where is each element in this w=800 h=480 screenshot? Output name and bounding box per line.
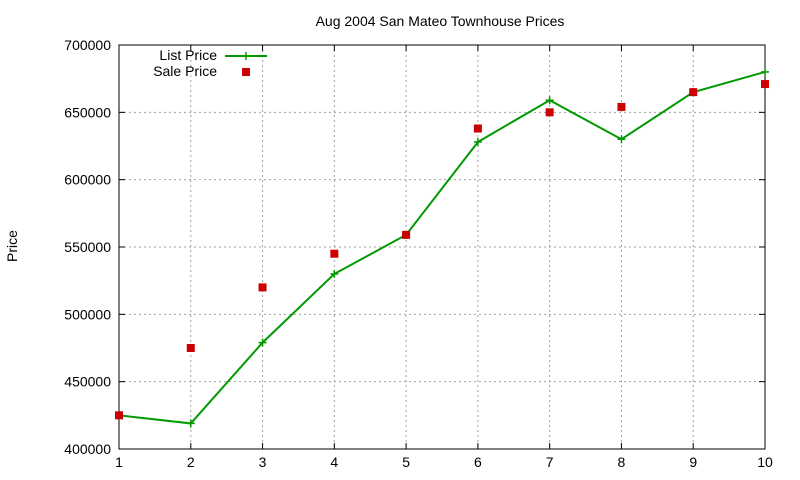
series-layer: [115, 67, 769, 428]
y-tick-label: 400000: [64, 441, 111, 457]
sale-price-point: [617, 102, 626, 111]
sale-price-point: [186, 344, 195, 352]
x-tick-label: 10: [757, 454, 773, 470]
legend-marker-list-price: [242, 52, 250, 60]
x-tick-label: 6: [474, 454, 482, 470]
sale-price-point: [258, 283, 267, 292]
list-price-point: [545, 96, 554, 105]
y-tick-label: 500000: [64, 306, 111, 322]
list-price-point: [258, 338, 267, 347]
sale-price-point: [402, 230, 411, 239]
list-price-point: [761, 67, 769, 76]
list-price-point: [617, 135, 626, 144]
sale-price-point: [473, 124, 482, 133]
x-tick-label: 4: [330, 454, 338, 470]
legend-label-sale-price: Sale Price: [153, 63, 217, 79]
y-tick-label: 700000: [64, 37, 111, 53]
legend-label-list-price: List Price: [159, 47, 217, 63]
x-tick-label: 5: [402, 454, 410, 470]
axis-ticks: 400000 450000 500000 550000 600000 650000 7000…: [64, 37, 773, 470]
x-tick-label: 9: [689, 454, 697, 470]
sale-price-point: [545, 108, 554, 117]
x-tick-label: 3: [259, 454, 267, 470]
sale-price-point: [689, 88, 698, 97]
sale-price-point: [330, 249, 339, 258]
sale-price-point: [115, 411, 123, 420]
x-tick-label: 2: [187, 454, 195, 470]
list-price-line: [118, 70, 766, 425]
y-tick-label: 550000: [64, 239, 111, 255]
x-tick-label: 1: [115, 454, 123, 470]
x-tick-label: 8: [618, 454, 626, 470]
list-price-point: [473, 137, 482, 146]
sale-price-point: [761, 80, 769, 89]
legend-marker-sale-price: [242, 68, 250, 76]
list-price-point: [330, 269, 339, 278]
grid: [119, 45, 765, 449]
x-tick-label: 7: [546, 454, 554, 470]
y-tick-label: 450000: [64, 374, 111, 390]
list-price-point: [186, 419, 195, 428]
y-tick-label: 650000: [64, 104, 111, 120]
y-axis-label: Price: [4, 230, 20, 262]
chart-title: Aug 2004 San Mateo Townhouse Prices: [316, 13, 565, 29]
y-tick-label: 600000: [64, 172, 111, 188]
